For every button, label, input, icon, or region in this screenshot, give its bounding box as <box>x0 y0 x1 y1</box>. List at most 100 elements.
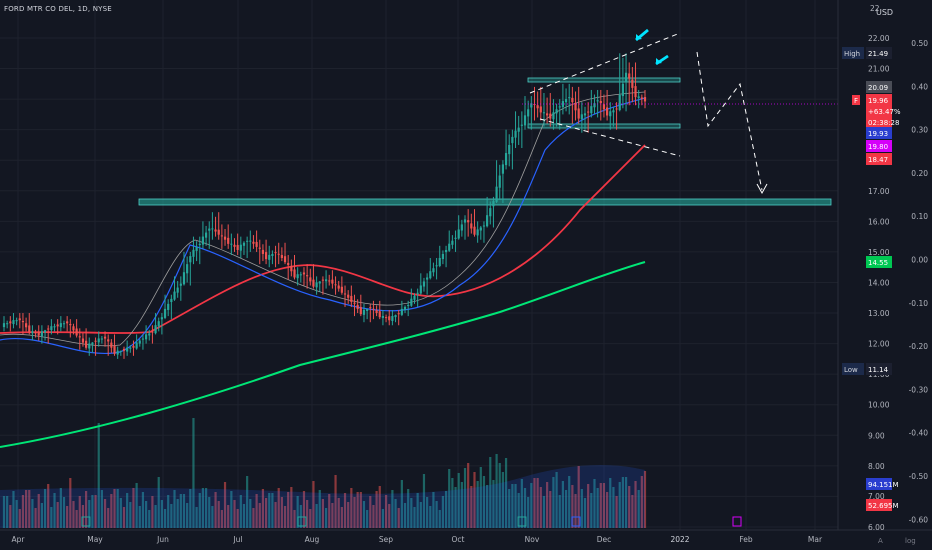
price-tag-text: +63.47% <box>868 108 901 116</box>
tag-label: Low <box>844 366 858 374</box>
candle-body <box>432 268 435 273</box>
candle-body <box>116 350 119 355</box>
currency-label[interactable]: USD <box>876 8 894 17</box>
candle-body <box>347 294 350 298</box>
candle-body <box>583 113 587 116</box>
ma200-line <box>0 261 646 448</box>
candle-body <box>252 241 255 244</box>
volume-bar <box>555 472 558 528</box>
candle-body <box>539 106 542 113</box>
candle-body <box>596 100 599 102</box>
candle-body <box>343 293 347 295</box>
symbol-marker-letter: F <box>854 97 858 105</box>
volume-bar <box>50 507 53 528</box>
volume-bar <box>274 502 277 528</box>
candle-body <box>249 240 252 242</box>
candle-body <box>271 253 274 256</box>
candle-body <box>34 332 37 334</box>
candle-body <box>163 308 167 318</box>
time-tick-label: 2022 <box>670 535 689 544</box>
candle-body <box>154 325 157 334</box>
candle-body <box>318 281 321 284</box>
percent-tick-label: 0.40 <box>911 82 928 91</box>
volume-bar <box>429 506 432 528</box>
volume-bar <box>514 484 517 528</box>
volume-bar <box>34 508 37 528</box>
candle-body <box>192 249 195 257</box>
volume-bar <box>107 508 110 528</box>
volume-bar <box>220 510 223 528</box>
volume-bar <box>369 496 372 528</box>
candle-body <box>258 247 261 249</box>
price-tag-text: 19.93 <box>868 130 888 138</box>
candle-body <box>264 252 268 260</box>
price-tick-label: 22.00 <box>868 34 890 43</box>
candle-body <box>328 280 331 282</box>
volume-bar <box>293 510 296 528</box>
tag-label-box <box>842 47 864 59</box>
volume-bar <box>122 507 126 528</box>
volume-bar <box>312 481 315 528</box>
candle-body <box>324 279 328 282</box>
candle-body <box>353 302 356 304</box>
price-tick-label: 6.00 <box>868 523 885 532</box>
candle-body <box>631 79 634 88</box>
volume-bar <box>527 497 530 528</box>
volume-bar <box>476 481 479 528</box>
volume-bar <box>602 483 606 528</box>
volume-bar <box>182 494 186 528</box>
volume-bar <box>94 495 97 528</box>
volume-bar <box>362 501 366 528</box>
auto-scale-button[interactable]: A <box>878 537 883 545</box>
volume-bar <box>359 492 362 528</box>
candle-body <box>144 334 148 340</box>
log-scale-button[interactable]: log <box>905 537 916 545</box>
volume-bar <box>302 491 306 528</box>
candle-body <box>157 321 160 327</box>
candle-body <box>388 316 391 321</box>
candle-body <box>75 328 78 336</box>
candle-body <box>410 298 413 306</box>
candle-body <box>214 229 217 232</box>
volume-bar <box>110 494 113 528</box>
volume-bar <box>116 489 119 528</box>
candle-body <box>643 97 647 102</box>
candle-body <box>571 97 574 103</box>
candle-body <box>530 103 533 108</box>
volume-bar <box>495 454 498 528</box>
volume-bar <box>160 500 163 528</box>
candle-body <box>470 223 473 229</box>
volume-bars <box>0 418 647 528</box>
candle-body <box>72 326 75 331</box>
candle-body <box>293 269 296 278</box>
candle-body <box>309 277 312 282</box>
candle-body <box>486 215 489 227</box>
percent-tick-label: 0.20 <box>911 169 928 178</box>
candle-body <box>438 257 441 266</box>
volume-bar <box>18 509 21 528</box>
candle-body <box>201 236 205 245</box>
volume-bar <box>460 482 463 528</box>
price-tag <box>866 478 892 490</box>
volume-bar <box>593 479 596 528</box>
candle-body <box>628 73 631 79</box>
candle-body <box>599 100 602 104</box>
volume-bar <box>129 502 132 528</box>
volume-bar <box>618 482 621 528</box>
candle-body <box>612 110 615 113</box>
volume-bar <box>283 506 287 528</box>
percent-tick-label: -0.60 <box>909 515 929 524</box>
candle-body <box>53 326 56 328</box>
volume-bar <box>400 480 403 528</box>
volume-bar <box>179 494 182 528</box>
volume-bar <box>204 488 208 528</box>
candle-body <box>290 266 293 272</box>
candle-body <box>489 208 492 217</box>
candle-body <box>37 331 40 336</box>
candle-body <box>97 338 100 343</box>
volume-bar <box>75 510 78 528</box>
volume-bar <box>43 489 47 528</box>
candle-body <box>283 256 287 263</box>
candle-body <box>211 228 214 230</box>
